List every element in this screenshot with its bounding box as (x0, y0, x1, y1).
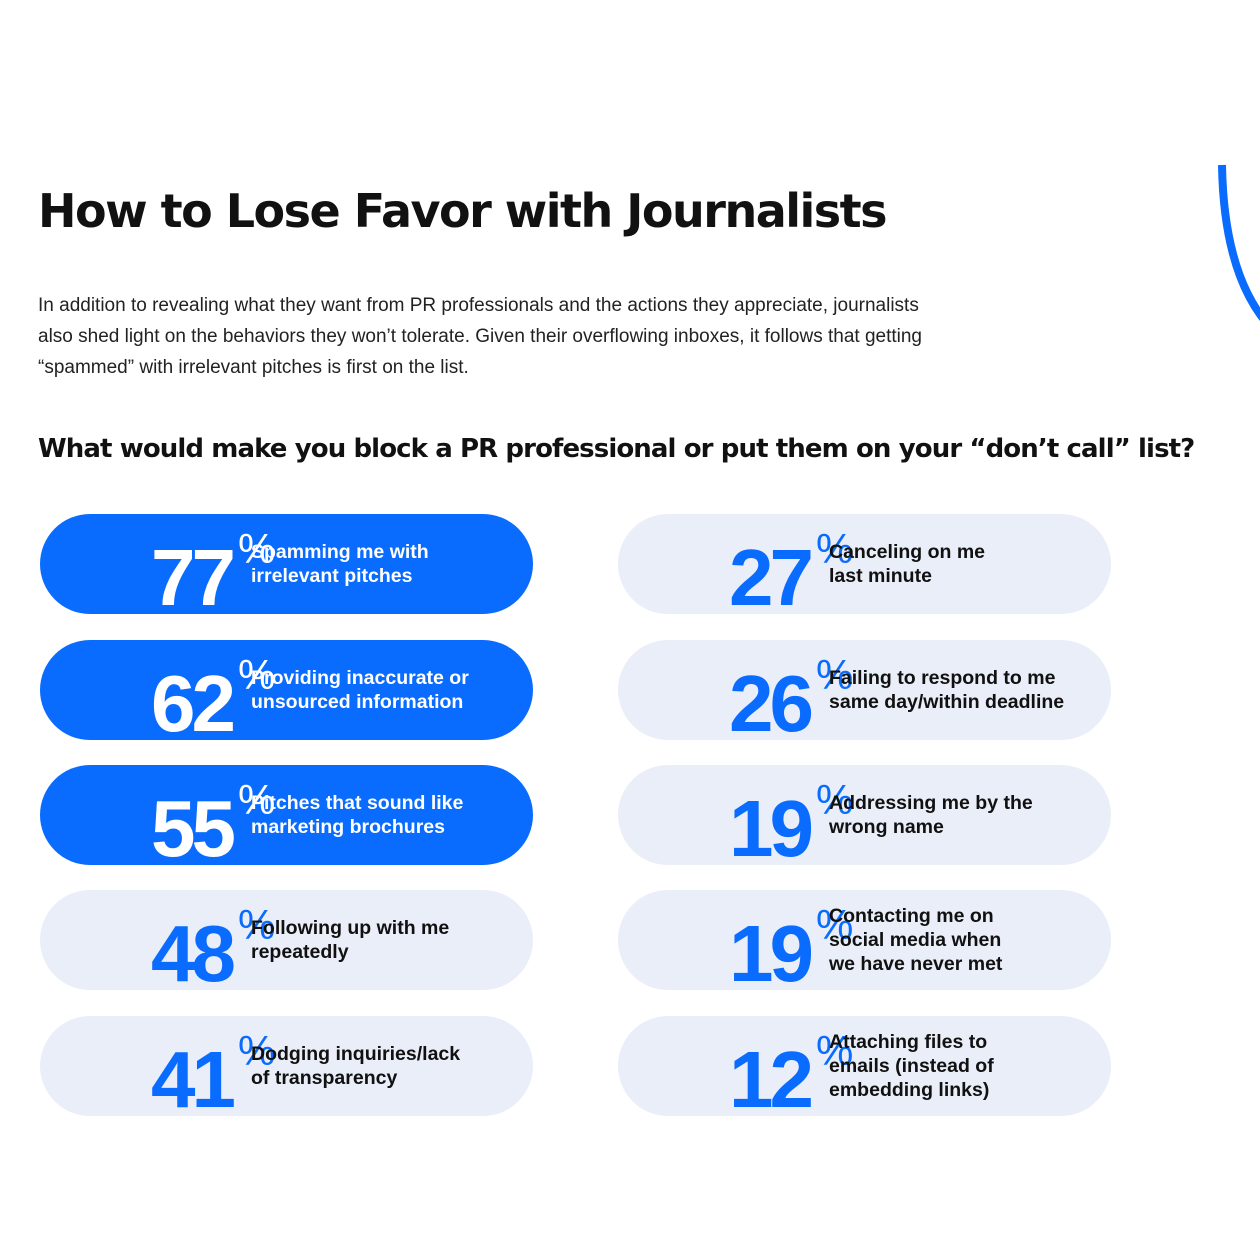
percent-sign: % (238, 901, 276, 948)
stat-label: Attaching files to emails (instead of em… (829, 1031, 994, 1101)
stat-label: Pitches that sound like marketing brochu… (251, 792, 464, 838)
stat-pill: 27% Canceling on me last minute (618, 514, 1111, 622)
stat-percentage: 12 (618, 1016, 818, 1124)
stat-value: 62 (151, 659, 236, 748)
stat-value: 26 (729, 659, 814, 748)
percent-sign: % (816, 1027, 854, 1074)
stat-pill: 62% Providing inaccurate or unsourced inf… (40, 640, 533, 748)
stat-label: Spamming me with irrelevant pitches (251, 541, 429, 587)
stat-percentage: 19 (618, 765, 818, 873)
stat-value: 48 (151, 909, 236, 998)
stat-pill: 19% Addressing me by the wrong name (618, 765, 1111, 873)
percent-sign: % (238, 1027, 276, 1074)
percent-sign: % (816, 776, 854, 823)
stat-value: 12 (729, 1035, 814, 1124)
stat-percentage: 41 (40, 1016, 240, 1124)
stat-value: 55 (151, 784, 236, 873)
stat-value: 27 (729, 533, 814, 622)
stat-pill: 26% Failing to respond to me same day/wit… (618, 640, 1111, 748)
percent-sign: % (816, 651, 854, 698)
stat-value: 19 (729, 784, 814, 873)
stat-label: Providing inaccurate or unsourced inform… (251, 667, 469, 713)
stat-pill: 77% Spamming me with irrelevant pitches (40, 514, 533, 622)
stat-label: Following up with me repeatedly (251, 917, 450, 963)
stat-label: Canceling on me last minute (829, 541, 986, 587)
stat-pill: 12% Attaching files to emails (instead of… (618, 1016, 1111, 1124)
stat-pill: 19% Contacting me on social media when we… (618, 890, 1111, 998)
intro-paragraph: In addition to revealing what they want … (38, 295, 923, 378)
decorative-arc (1218, 164, 1260, 322)
percent-sign: % (238, 651, 276, 698)
stat-value: 41 (151, 1035, 236, 1124)
stat-pill: 55% Pitches that sound like marketing bro… (40, 765, 533, 873)
stat-percentage: 26 (618, 640, 818, 748)
stat-value: 77 (151, 533, 236, 622)
percent-sign: % (816, 901, 854, 948)
stat-percentage: 62 (40, 640, 240, 748)
stat-percentage: 48 (40, 890, 240, 998)
stat-percentage: 27 (618, 514, 818, 622)
stat-label: Addressing me by the wrong name (829, 792, 1033, 838)
stat-value: 19 (729, 909, 814, 998)
stat-label: Failing to respond to me same day/within… (829, 667, 1065, 713)
stat-percentage: 55 (40, 765, 240, 873)
page-title: How to Lose Favor with Journalists (38, 184, 888, 238)
chart-title: What would make you block a PR professio… (38, 434, 1195, 464)
stat-pill: 41% Dodging inquiries/lack of transparenc… (40, 1016, 533, 1124)
percent-sign: % (816, 525, 854, 572)
stat-label: Dodging inquiries/lack of transparency (251, 1043, 461, 1089)
percent-sign: % (238, 776, 276, 823)
stat-percentage: 19 (618, 890, 818, 998)
percent-sign: % (238, 525, 276, 572)
stat-percentage: 77 (40, 514, 240, 622)
stat-pill: 48% Following up with me repeatedly (40, 890, 533, 998)
stat-label: Contacting me on social media when we ha… (829, 905, 1003, 975)
